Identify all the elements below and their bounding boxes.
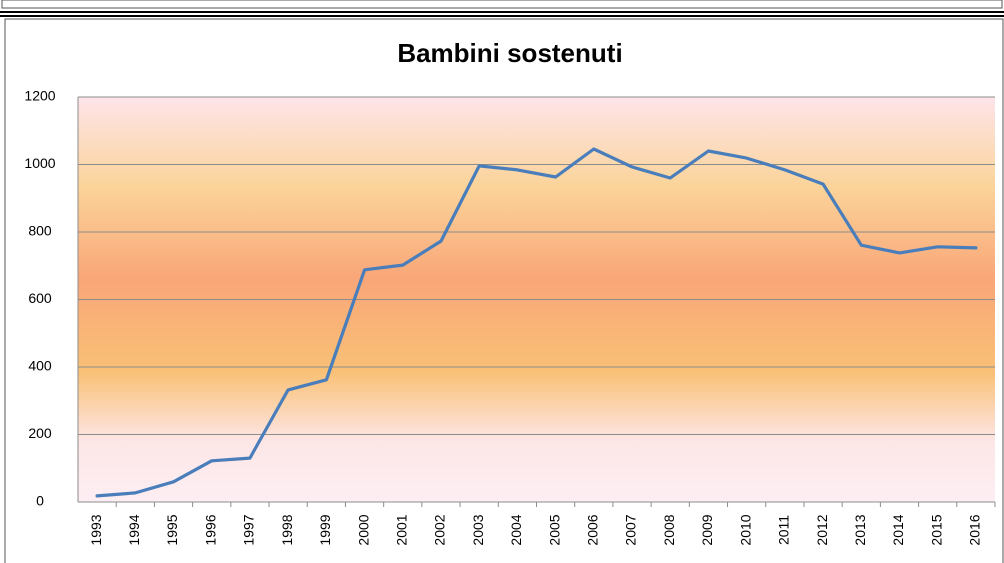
- x-tick-label: 2006: [585, 514, 601, 545]
- x-tick-label: 2010: [737, 514, 753, 545]
- data-line: [95, 147, 978, 498]
- x-tick-label: 2007: [623, 514, 639, 545]
- x-tick-label: 2003: [470, 514, 486, 545]
- x-tick-label: 2013: [852, 514, 868, 545]
- x-tick-label: 1998: [279, 514, 295, 545]
- y-tick-label: 600: [28, 290, 52, 306]
- x-tick-label: 2008: [661, 514, 677, 545]
- x-tick-label: 2009: [699, 514, 715, 545]
- x-tick-label: 2005: [546, 514, 562, 545]
- x-tick-label: 2012: [814, 514, 830, 545]
- x-tick-label: 2002: [432, 514, 448, 545]
- y-tick-label: 1200: [24, 88, 55, 104]
- x-tick-label: 1999: [317, 514, 333, 545]
- x-tick-label: 2001: [393, 514, 409, 545]
- x-tick-label: 2015: [928, 514, 944, 545]
- x-tick-label: 1997: [241, 514, 257, 545]
- y-tick-label: 0: [36, 493, 44, 509]
- x-tick-label: 2011: [776, 515, 792, 545]
- top-frame: [1, 0, 1003, 9]
- x-tick-label: 2004: [508, 514, 524, 545]
- y-tick-label: 800: [28, 223, 52, 239]
- x-tick-label: 1993: [88, 514, 104, 545]
- y-tick-label: 400: [28, 358, 52, 374]
- x-tick-label: 2016: [967, 514, 983, 545]
- x-tick-label: 2000: [355, 514, 371, 545]
- y-tick-label: 1000: [24, 155, 55, 171]
- x-tick-label: 1995: [164, 514, 180, 545]
- x-tick-label: 2014: [890, 514, 906, 545]
- y-tick-label: 200: [28, 425, 52, 441]
- chart-title: Bambini sostenuti: [397, 38, 622, 68]
- x-tick-label: 1996: [202, 514, 218, 545]
- x-tick-label: 1994: [126, 514, 142, 545]
